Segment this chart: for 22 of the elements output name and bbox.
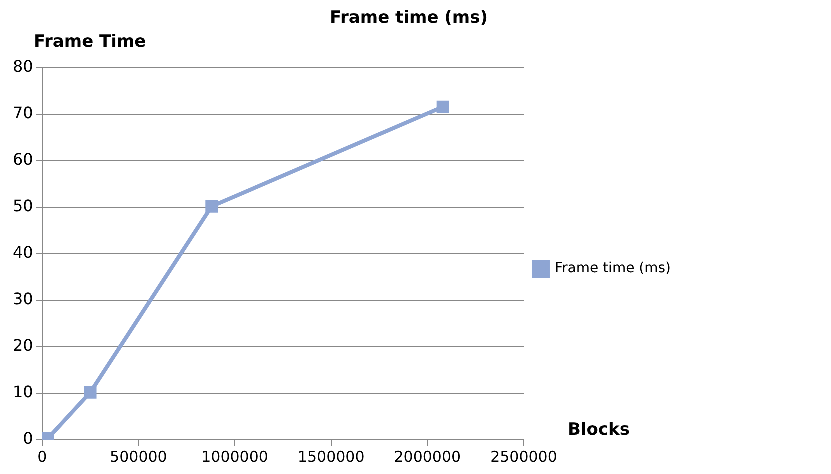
y-tick-label: 60 xyxy=(13,150,34,170)
y-tick-label: 50 xyxy=(13,196,34,216)
x-tick-label: 2500000 xyxy=(490,448,558,466)
y-tick-label: 30 xyxy=(13,290,34,309)
x-tick-label: 0 xyxy=(38,448,48,466)
y-tick-label: 40 xyxy=(13,243,34,262)
x-tick-label: 2000000 xyxy=(394,448,462,466)
point xyxy=(436,100,450,114)
y-tick-label: 0 xyxy=(23,429,34,448)
chart-title: Frame time (ms) xyxy=(330,8,488,28)
legend-label: Frame time (ms) xyxy=(554,260,672,277)
y-tick-label: 70 xyxy=(13,104,34,123)
y-tick-label: 10 xyxy=(13,382,34,402)
x-tick-label: 1500000 xyxy=(298,448,365,466)
point xyxy=(206,200,218,213)
y-tick-label: 80 xyxy=(13,57,34,76)
x-tick-label: 500000 xyxy=(110,448,168,466)
x-tick-label: 1000000 xyxy=(202,448,268,466)
y-axis-title: Frame Time xyxy=(34,32,146,52)
y-tick-label: 20 xyxy=(13,336,34,356)
point xyxy=(84,386,97,399)
x-axis-title: Blocks xyxy=(568,420,630,440)
